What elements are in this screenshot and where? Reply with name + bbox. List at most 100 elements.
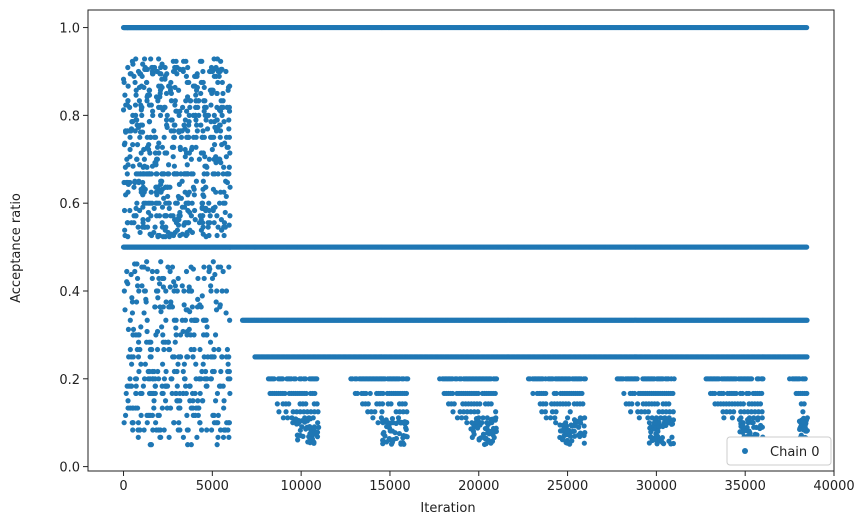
data-point [140,383,146,389]
data-point [171,163,177,169]
data-point [146,142,152,148]
data-point [204,332,210,338]
data-point [224,346,231,353]
data-point [177,390,183,397]
data-point [375,420,381,426]
data-point [165,184,171,190]
x-tick-label: 10000 [280,479,321,494]
data-point [141,427,147,433]
data-point [201,264,207,270]
data-point [129,299,136,305]
data-point [450,409,456,415]
data-point [303,390,309,397]
data-point [165,339,171,345]
y-tick-label: 0.8 [59,109,80,124]
data-point [315,409,321,415]
data-point [203,184,209,190]
data-point [190,354,196,360]
data-point [740,422,746,429]
data-point [151,128,157,134]
data-point [379,401,386,407]
data-point [183,268,190,275]
data-point [311,409,318,415]
data-point [167,405,174,411]
data-point [217,122,223,128]
data-point [196,98,202,104]
data-point [211,412,217,418]
data-point [149,268,155,275]
data-point [189,229,195,236]
data-point [169,264,176,270]
data-point [661,415,667,421]
data-point [141,56,148,62]
data-point [214,104,220,110]
data-point [670,417,677,423]
data-point [134,142,141,148]
data-point [193,376,199,382]
data-point [314,430,320,436]
data-point [200,361,206,367]
data-point [125,398,131,404]
data-point [124,102,130,108]
legend-box [726,436,832,466]
data-point [669,434,675,440]
data-point [132,179,138,186]
data-point [146,368,153,375]
data-point [153,171,159,177]
y-tick-label: 0.6 [59,197,80,212]
data-point [645,409,651,415]
data-point [666,438,672,444]
data-point [144,98,150,104]
data-point [121,207,128,214]
data-point [151,398,157,404]
data-point [379,409,385,415]
data-point [204,427,210,433]
data-point [751,415,757,421]
data-point [383,439,390,445]
data-point [208,102,214,108]
data-point [759,415,765,421]
data-point [484,415,490,421]
data-point [162,227,168,233]
data-point [223,154,229,160]
data-point [561,422,567,428]
data-point [137,229,143,236]
data-point [224,104,230,110]
data-point [215,434,221,440]
data-point [164,112,170,118]
data-point [184,94,191,100]
data-point [174,108,180,114]
data-point [469,425,476,432]
data-point [218,368,224,375]
data-point [215,412,221,418]
data-point [204,112,210,118]
data-point [193,178,199,184]
data-point [198,427,205,433]
data-point [186,189,192,195]
data-point [194,122,200,128]
data-point [132,102,139,108]
data-point [174,368,180,375]
data-point [125,179,131,186]
x-tick-label: 15000 [369,479,410,494]
data-point [209,275,216,282]
data-point [464,420,470,426]
data-point [543,415,549,421]
data-point [185,64,191,71]
data-point [475,409,481,415]
data-point [402,401,408,407]
data-point [174,383,180,389]
data-point [567,409,573,415]
data-point [130,163,136,169]
data-point [564,440,571,446]
data-point [199,368,205,375]
data-point [135,339,142,345]
data-point [135,354,142,360]
data-point [132,376,139,382]
data-point [155,368,161,375]
data-point [130,142,136,148]
data-point [543,390,549,397]
data-point [136,98,142,104]
data-point [211,346,217,353]
data-point [157,304,163,310]
